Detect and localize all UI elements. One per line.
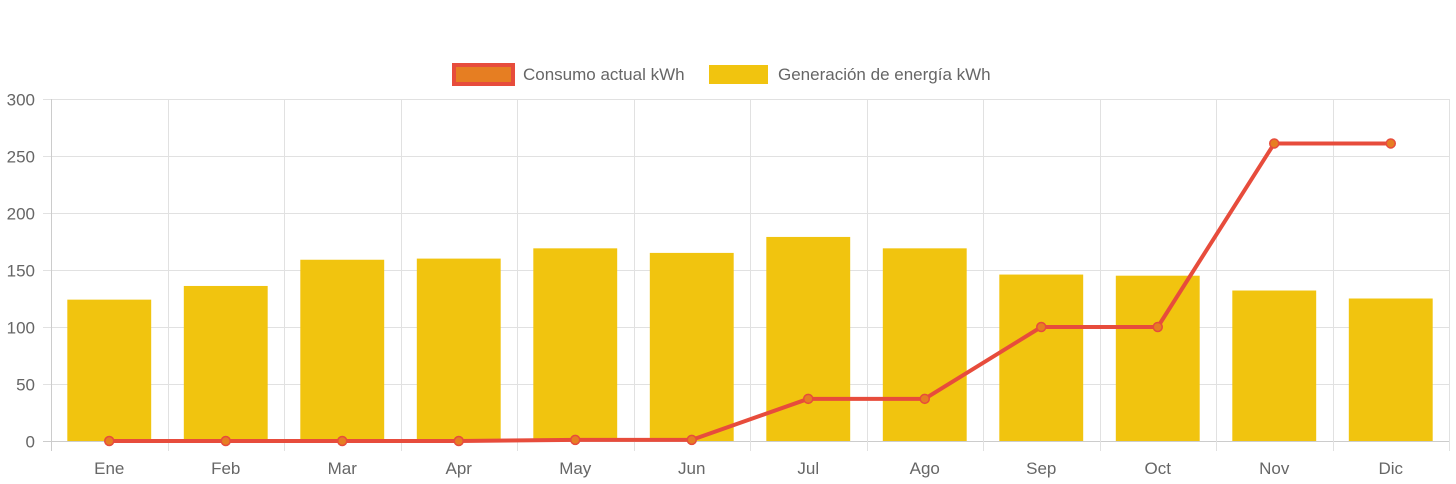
legend-item-consumo[interactable]: Consumo actual kWh xyxy=(452,63,685,86)
point-consumo-mar[interactable] xyxy=(337,435,348,447)
x-tick-label: Jun xyxy=(678,459,705,478)
x-tick-label: Sep xyxy=(1026,459,1056,478)
x-tick-label: Apr xyxy=(446,459,473,478)
legend-label-generacion: Generación de energía kWh xyxy=(778,65,991,84)
point-consumo-jul[interactable] xyxy=(803,393,814,405)
point-consumo-ene[interactable] xyxy=(104,435,115,447)
x-tick-label: Nov xyxy=(1259,459,1290,478)
y-tick-label: 100 xyxy=(7,319,35,338)
x-tick-label: Dic xyxy=(1378,459,1403,478)
legend-label-consumo: Consumo actual kWh xyxy=(523,65,685,84)
axes: 0 50 100 150 200 250 300 Ene Feb Mar Apr May Jun Jul A… xyxy=(7,91,1404,479)
line-series xyxy=(104,138,1396,447)
x-tick-label: Mar xyxy=(328,459,358,478)
legend-item-generacion[interactable]: Generación de energía kWh xyxy=(709,65,991,84)
point-consumo-may[interactable] xyxy=(570,434,581,446)
bar-generacion-ene[interactable] xyxy=(67,299,152,441)
line-consumo xyxy=(107,141,1393,443)
bar-generacion-jun[interactable] xyxy=(649,252,734,441)
legend[interactable]: Consumo actual kWh Generación de energía … xyxy=(452,63,991,86)
bar-generacion-ago[interactable] xyxy=(882,248,967,441)
bar-generacion-feb[interactable] xyxy=(183,285,268,441)
point-consumo-feb[interactable] xyxy=(220,435,231,447)
x-tick-label: Feb xyxy=(211,459,240,478)
y-tick-label: 200 xyxy=(7,205,35,224)
bar-generacion-may[interactable] xyxy=(533,248,618,441)
y-tick-label: 50 xyxy=(16,376,35,395)
point-consumo-jun[interactable] xyxy=(686,434,697,446)
y-tick-label: 0 xyxy=(26,433,35,452)
bar-generacion-oct[interactable] xyxy=(1115,275,1200,441)
y-tick-label: 300 xyxy=(7,91,35,110)
bar-generacion-sep[interactable] xyxy=(999,274,1084,441)
point-consumo-sep[interactable] xyxy=(1036,321,1047,333)
legend-swatch-consumo xyxy=(452,63,515,86)
grid xyxy=(43,99,1450,451)
bar-generacion-mar[interactable] xyxy=(300,259,385,441)
x-tick-label: Oct xyxy=(1145,459,1172,478)
x-tick-label: Ene xyxy=(94,459,124,478)
legend-swatch-generacion xyxy=(709,65,768,84)
x-tick-label: Ago xyxy=(910,459,940,478)
point-consumo-apr[interactable] xyxy=(453,435,464,447)
bar-generacion-dic[interactable] xyxy=(1348,298,1433,442)
point-consumo-ago[interactable] xyxy=(919,393,930,405)
point-consumo-dic[interactable] xyxy=(1385,138,1396,149)
x-tick-label: Jul xyxy=(797,459,819,478)
y-tick-label: 150 xyxy=(7,262,35,281)
bar-generacion-nov[interactable] xyxy=(1232,290,1317,441)
y-tick-label: 250 xyxy=(7,148,35,167)
bar-generacion-apr[interactable] xyxy=(416,258,501,441)
x-tick-label: May xyxy=(559,459,592,478)
point-consumo-nov[interactable] xyxy=(1269,138,1280,149)
point-consumo-oct[interactable] xyxy=(1152,321,1163,333)
